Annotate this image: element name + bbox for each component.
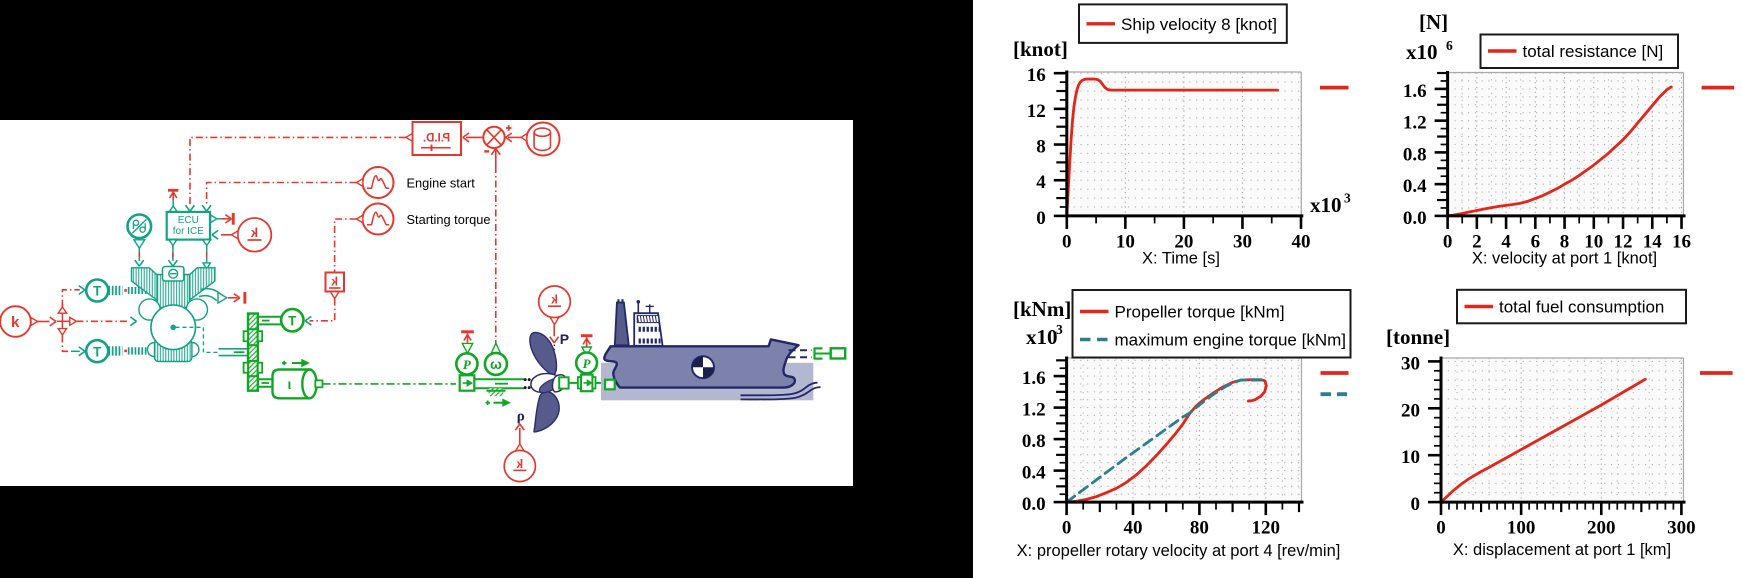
svg-text:0.4: 0.4 (1022, 463, 1046, 484)
svg-text:300: 300 (1667, 518, 1696, 539)
svg-text:0: 0 (1443, 231, 1453, 252)
svg-text:0.0: 0.0 (1022, 494, 1046, 515)
svg-text:4: 4 (1036, 172, 1046, 193)
svg-text:1.6: 1.6 (1403, 81, 1427, 102)
svg-text:3: 3 (1344, 191, 1351, 206)
svg-text:20: 20 (1174, 231, 1193, 252)
svg-text:T: T (93, 344, 102, 359)
svg-text:12: 12 (1614, 231, 1633, 252)
svg-text:k: k (11, 314, 20, 331)
svg-text:1.6: 1.6 (1022, 368, 1046, 389)
svg-text:16: 16 (1027, 65, 1046, 86)
svg-text:0: 0 (1036, 208, 1046, 229)
svg-text:1.2: 1.2 (1403, 113, 1427, 134)
svg-text:k: k (250, 225, 258, 240)
svg-text:0: 0 (1436, 518, 1446, 539)
svg-text:4: 4 (1501, 231, 1511, 252)
svg-text:100: 100 (1507, 518, 1536, 539)
svg-text:6: 6 (1531, 231, 1541, 252)
svg-text:[tonne]: [tonne] (1386, 325, 1450, 349)
svg-text:0.8: 0.8 (1403, 144, 1427, 165)
svg-text:X: propeller rotary velocity a: X: propeller rotary velocity at port 4 [… (1017, 542, 1341, 560)
svg-text:0.8: 0.8 (1022, 431, 1046, 452)
svg-text:ρ: ρ (517, 409, 525, 425)
svg-text:total fuel consumption: total fuel consumption (1499, 298, 1664, 317)
svg-text:8: 8 (1560, 231, 1570, 252)
svg-text:T: T (288, 313, 297, 328)
svg-text:14: 14 (1643, 231, 1663, 252)
svg-text:k: k (331, 274, 338, 288)
svg-text:8: 8 (1036, 137, 1046, 158)
svg-text:0: 0 (1062, 231, 1072, 252)
svg-text:[kNm]: [kNm] (1013, 297, 1071, 321)
svg-text:10: 10 (1584, 231, 1603, 252)
svg-text:0: 0 (1062, 518, 1072, 539)
svg-text:P.I.D.: P.I.D. (423, 133, 450, 145)
svg-text:30: 30 (1401, 353, 1420, 374)
svg-text:ECU: ECU (178, 215, 199, 226)
svg-text:P: P (583, 356, 592, 371)
svg-text:X: Time [s]: X: Time [s] (1142, 250, 1220, 268)
svg-text:12: 12 (1027, 101, 1046, 122)
svg-text:maximum engine torque [kNm]: maximum engine torque [kNm] (1115, 331, 1346, 350)
svg-text:ι: ι (288, 376, 292, 392)
svg-text:0.4: 0.4 (1403, 176, 1427, 197)
svg-text:20: 20 (1401, 400, 1420, 421)
svg-text:x10: x10 (1310, 193, 1342, 217)
svg-text:x10: x10 (1026, 325, 1058, 349)
svg-text:10: 10 (1116, 231, 1135, 252)
svg-text:k: k (516, 457, 523, 471)
svg-text:ω: ω (490, 356, 502, 372)
svg-text:30: 30 (1233, 231, 1252, 252)
svg-text:200: 200 (1587, 518, 1616, 539)
svg-text:40: 40 (1292, 231, 1311, 252)
svg-text:10: 10 (1401, 447, 1420, 468)
svg-text:2: 2 (1472, 231, 1482, 252)
svg-text:16: 16 (1672, 231, 1691, 252)
svg-text:Propeller torque [kNm]: Propeller torque [kNm] (1115, 303, 1285, 322)
svg-text:1.2: 1.2 (1022, 400, 1046, 421)
svg-text:k: k (551, 293, 558, 307)
svg-text:P: P (463, 357, 472, 372)
svg-text:x10: x10 (1406, 40, 1438, 64)
svg-text:0: 0 (1411, 494, 1421, 515)
svg-text:X: velocity at port 1 [knot]: X: velocity at port 1 [knot] (1472, 250, 1657, 268)
svg-text:T: T (93, 284, 102, 299)
svg-text:6: 6 (1446, 38, 1453, 53)
svg-text:Starting torque: Starting torque (407, 212, 491, 227)
svg-text:X: displacement at port 1 [km]: X: displacement at port 1 [km] (1453, 541, 1671, 559)
svg-text:0.0: 0.0 (1403, 208, 1427, 229)
svg-text:Ship velocity 8 [knot]: Ship velocity 8 [knot] (1121, 15, 1277, 34)
svg-text:40: 40 (1124, 518, 1143, 539)
svg-text:120: 120 (1252, 518, 1281, 539)
svg-text:[N]: [N] (1419, 10, 1448, 34)
svg-text:P: P (560, 331, 569, 347)
svg-text:Engine start: Engine start (407, 176, 476, 191)
svg-text:3: 3 (1056, 322, 1063, 337)
svg-text:[knot]: [knot] (1013, 37, 1068, 61)
svg-text:80: 80 (1190, 518, 1209, 539)
svg-text:total resistance [N]: total resistance [N] (1523, 42, 1664, 61)
svg-text:for ICE: for ICE (173, 226, 204, 237)
